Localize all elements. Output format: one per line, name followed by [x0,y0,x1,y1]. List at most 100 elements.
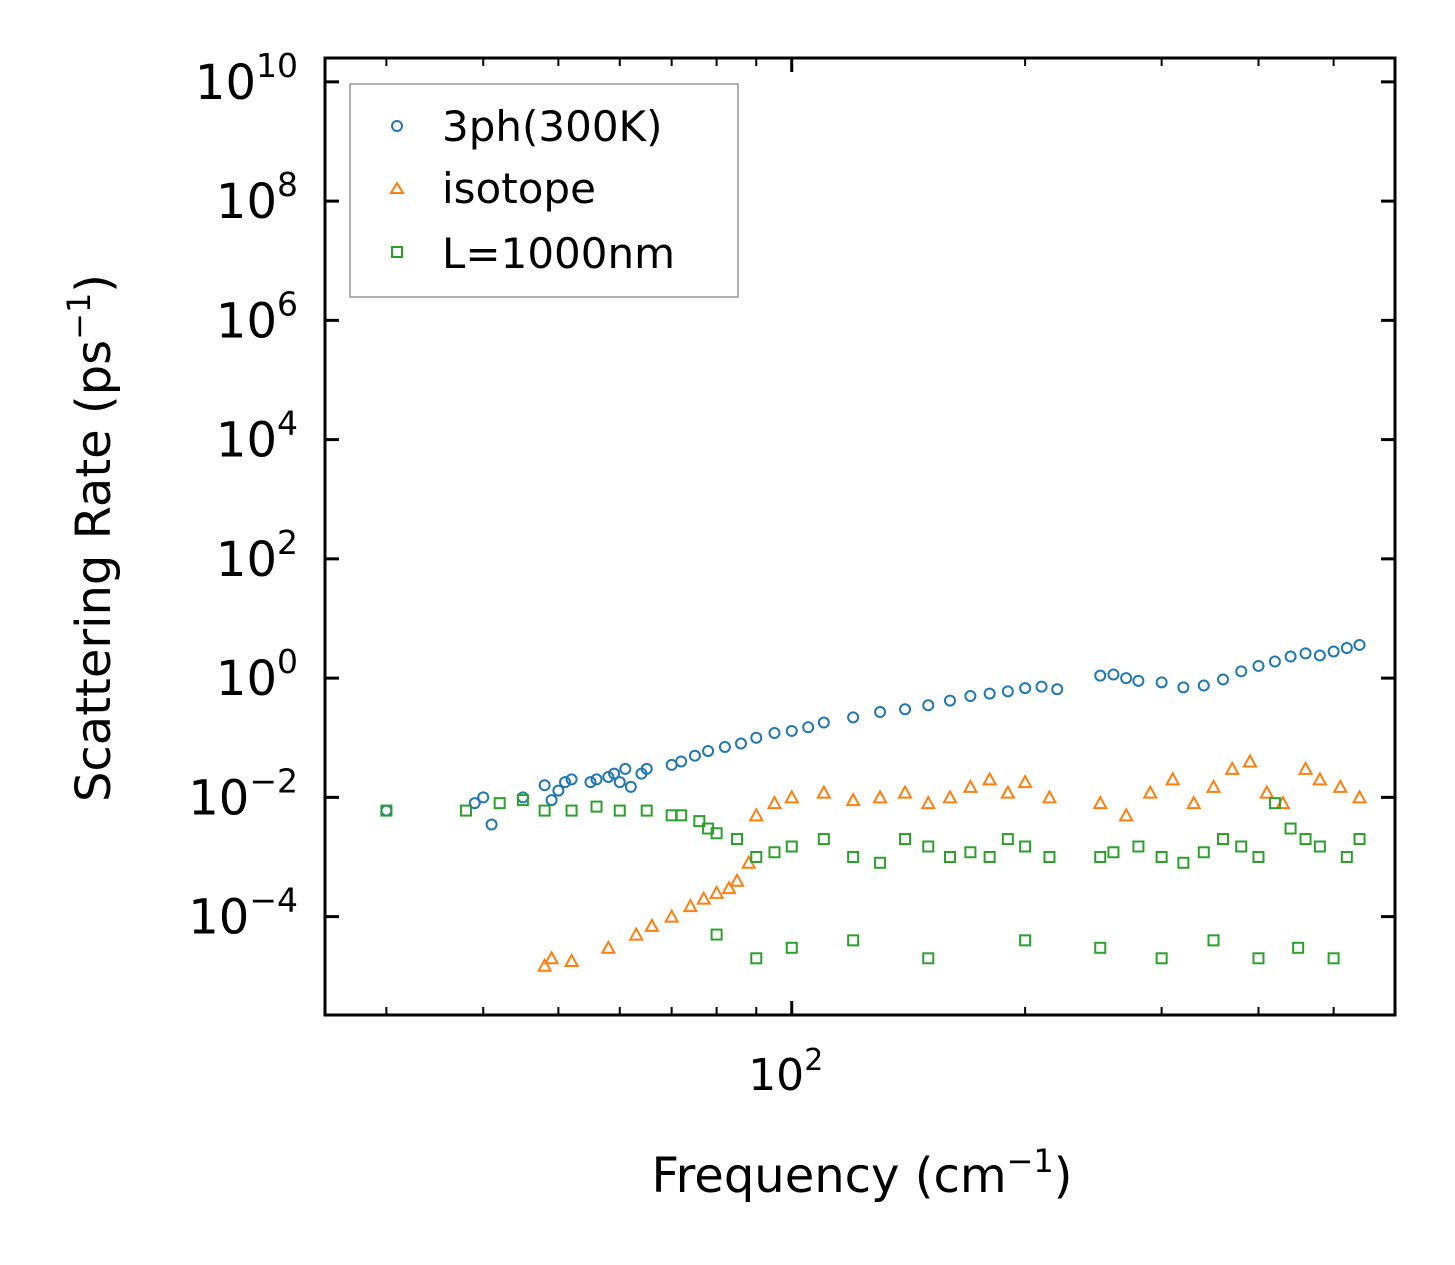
tick-labels: 10−4 10−2 100 102 104 106 108 1010 102 [188,46,823,1101]
point-boundary [750,850,763,863]
point-isotope [962,778,979,793]
point-isotope [1118,807,1134,822]
point-boundary [1155,850,1168,863]
point-3ph [619,762,632,775]
point-3ph [608,767,621,780]
point-isotope [1312,771,1328,786]
point-3ph [785,724,798,737]
point-boundary [899,833,912,846]
point-3ph [565,773,578,786]
legend-label-isotope: isotope [442,164,596,213]
point-boundary [1292,941,1305,954]
point-3ph [702,744,715,757]
point-3ph [1019,682,1032,695]
legend: 3ph(300K) isotope L=1000nm [349,83,739,298]
y-tick-label: 106 [216,284,298,349]
legend-label-3ph: 3ph(300K) [442,102,662,151]
point-3ph [1217,673,1230,686]
point-isotope [1017,774,1033,789]
point-isotope [1205,778,1222,793]
point-isotope [1142,784,1158,799]
point-3ph [1340,641,1353,654]
point-boundary [1217,833,1230,846]
point-isotope [696,890,712,905]
y-tick-label: 108 [216,165,298,230]
point-isotope [1297,760,1314,775]
point-isotope [1332,778,1348,793]
point-3ph [1155,676,1168,689]
point-boundary [516,794,529,807]
y-tick-label: 102 [216,523,298,588]
point-isotope [1092,795,1108,810]
point-3ph [983,687,996,700]
plot-frame [323,56,1397,1017]
point-boundary [1197,846,1210,859]
x-tick-label: 102 [748,1043,823,1101]
point-3ph [1284,650,1297,663]
point-3ph [1132,674,1145,687]
point-3ph [552,784,565,797]
point-boundary [922,952,935,965]
point-3ph [380,804,393,817]
point-isotope [1224,760,1240,775]
point-3ph [590,773,603,786]
point-isotope [543,950,560,965]
point-boundary [693,815,706,828]
point-boundary [1313,840,1326,853]
point-3ph [1035,680,1048,693]
point-boundary [1094,850,1107,863]
point-3ph [718,740,731,753]
point-3ph [624,780,637,793]
point-boundary [710,827,723,840]
point-3ph [1094,669,1107,682]
point-isotope [1259,784,1275,799]
point-3ph [1252,659,1265,672]
point-isotope [920,795,936,810]
y-tick-label: 104 [216,404,298,469]
point-boundary [710,928,723,941]
y-axis-label: Scattering Rate (ps−1) [60,274,122,802]
point-3ph [477,791,490,804]
point-isotope [663,908,680,923]
point-isotope [563,952,580,968]
point-boundary [640,804,653,817]
point-3ph [922,699,935,712]
legend-label-boundary: L=1000nm [442,229,675,278]
point-isotope [872,789,888,804]
y-tick-label: 1010 [195,46,298,111]
point-3ph [817,716,830,729]
point-isotope [1164,771,1181,786]
point-3ph [1177,681,1190,694]
point-3ph [1107,668,1120,681]
point-boundary [750,952,763,965]
point-isotope [721,880,737,895]
point-3ph [1197,679,1210,692]
point-3ph [675,755,688,768]
point-boundary [983,850,996,863]
point-boundary [1019,934,1032,947]
point-boundary [590,800,603,813]
point-isotope [1351,789,1368,804]
point-boundary [1001,833,1014,846]
point-isotope [708,884,725,899]
point-3ph [1001,685,1014,698]
point-3ph [1235,665,1248,678]
point-3ph [516,791,529,804]
axis-ticks [325,58,1395,1015]
point-3ph [899,703,912,716]
point-boundary [1155,952,1168,965]
point-isotope [942,789,958,804]
point-3ph [688,749,701,762]
point-boundary [964,846,977,859]
point-3ph [964,690,977,703]
point-isotope [897,784,913,799]
point-boundary [847,934,860,947]
point-3ph [468,797,481,810]
y-tick-label: 10−2 [188,761,298,826]
point-boundary [943,850,956,863]
point-3ph [943,694,956,707]
point-isotope [644,917,660,932]
point-isotope [1000,784,1016,799]
point-boundary [1132,840,1145,853]
